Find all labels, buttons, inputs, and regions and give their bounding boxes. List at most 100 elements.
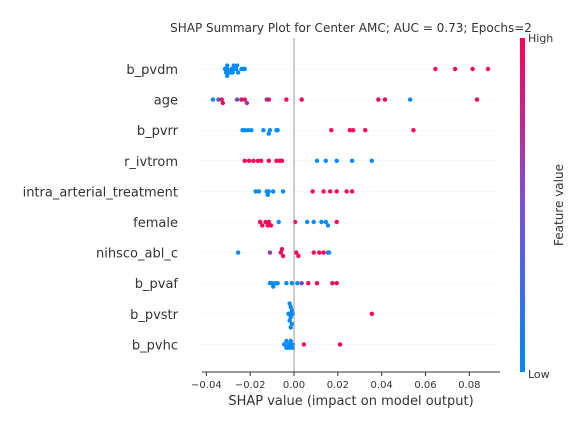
shap-point <box>319 219 324 225</box>
shap-point <box>234 97 240 102</box>
x-tick-label: −0.04 <box>191 380 222 391</box>
shap-point <box>349 158 355 163</box>
shap-point <box>266 158 272 163</box>
shap-point <box>287 301 292 306</box>
shap-point <box>287 345 292 350</box>
feature-label: female <box>133 216 178 231</box>
shap-point <box>452 66 458 72</box>
shap-point <box>210 97 216 102</box>
x-tick-label: 0.02 <box>327 380 349 391</box>
shap-point <box>279 247 285 252</box>
shap-point <box>246 158 252 163</box>
shap-point <box>349 189 355 194</box>
shap-point <box>382 97 388 102</box>
shap-point <box>234 63 240 68</box>
shap-point <box>299 97 304 102</box>
shap-point <box>266 189 272 194</box>
shap-point <box>281 342 287 347</box>
feature-label: b_pvhc <box>132 338 178 353</box>
shap-point <box>267 128 273 133</box>
colorbar-low-label: Low <box>528 368 550 381</box>
row-gridlines <box>202 68 500 345</box>
shap-point <box>260 223 265 228</box>
shap-point <box>284 281 289 286</box>
shap-point <box>265 192 270 197</box>
shap-point <box>369 158 375 163</box>
x-tick-label: −0.02 <box>235 380 266 391</box>
shap-point <box>268 223 274 228</box>
feature-label: nihsco_abl_c <box>96 247 178 262</box>
shap-point <box>288 304 293 310</box>
colorbar-high-label: High <box>528 32 553 45</box>
shap-point <box>311 219 316 225</box>
shap-point <box>329 128 334 133</box>
feature-label: r_ivtrom <box>124 155 178 170</box>
shap-point <box>239 97 244 102</box>
shap-point <box>326 250 332 255</box>
shap-point <box>347 128 353 133</box>
shap-point <box>288 338 293 344</box>
shap-point <box>485 66 491 72</box>
shap-point <box>334 158 339 163</box>
shap-point <box>241 66 246 72</box>
x-axis: −0.04 −0.02 0.00 0.02 0.04 0.06 0.08 <box>191 38 500 391</box>
shap-point <box>327 189 333 194</box>
shap-point <box>223 70 229 75</box>
shap-point <box>289 281 295 286</box>
colorbar-title: Feature value <box>552 164 566 246</box>
x-tick-label: 0.08 <box>458 380 480 391</box>
shap-point <box>321 250 326 255</box>
shap-point <box>245 128 251 133</box>
shap-point <box>284 97 289 102</box>
shap-point <box>261 128 266 133</box>
shap-point <box>474 97 480 102</box>
shap-point <box>275 281 280 286</box>
shap-point <box>231 63 236 68</box>
shap-point <box>242 128 247 133</box>
shap-point <box>271 189 276 194</box>
shap-point <box>279 158 285 163</box>
shap-point <box>470 66 475 72</box>
shap-point <box>317 250 322 255</box>
shap-point <box>257 219 263 225</box>
shap-point <box>276 219 281 225</box>
shap-point <box>267 250 273 255</box>
feature-label: b_pvdm <box>126 63 178 78</box>
shap-point <box>369 311 375 316</box>
shap-point <box>235 250 241 255</box>
shap-point <box>289 321 295 327</box>
shap-point <box>363 128 368 133</box>
shap-point <box>294 250 299 255</box>
shap-point <box>255 158 261 163</box>
shap-point <box>433 66 438 72</box>
shap-point <box>330 281 335 286</box>
shap-point <box>274 158 279 163</box>
shap-point <box>325 223 331 228</box>
shap-point <box>280 253 286 259</box>
shap-point <box>253 189 258 194</box>
colorbar: High Low Feature value <box>520 32 566 381</box>
shap-point <box>280 189 286 194</box>
feature-label: b_pvaf <box>135 277 179 292</box>
shap-point <box>216 97 221 102</box>
shap-point <box>242 97 247 102</box>
shap-point <box>334 189 339 194</box>
shap-point <box>323 158 329 163</box>
shap-point <box>278 250 284 255</box>
shap-point <box>296 253 301 259</box>
shap-point <box>230 70 235 75</box>
feature-label: intra_arterial_treatment <box>23 185 178 200</box>
shap-point <box>220 100 226 106</box>
shap-point <box>311 250 316 255</box>
shap-point <box>301 342 307 347</box>
feature-label: b_pvrr <box>137 124 179 139</box>
shap-point <box>288 315 293 320</box>
shap-point <box>256 189 262 194</box>
shap-point <box>265 223 270 228</box>
shap-point <box>344 189 349 194</box>
shap-point <box>289 308 295 313</box>
shap-point <box>224 63 230 68</box>
shap-point <box>284 345 289 350</box>
shap-point <box>334 281 339 286</box>
